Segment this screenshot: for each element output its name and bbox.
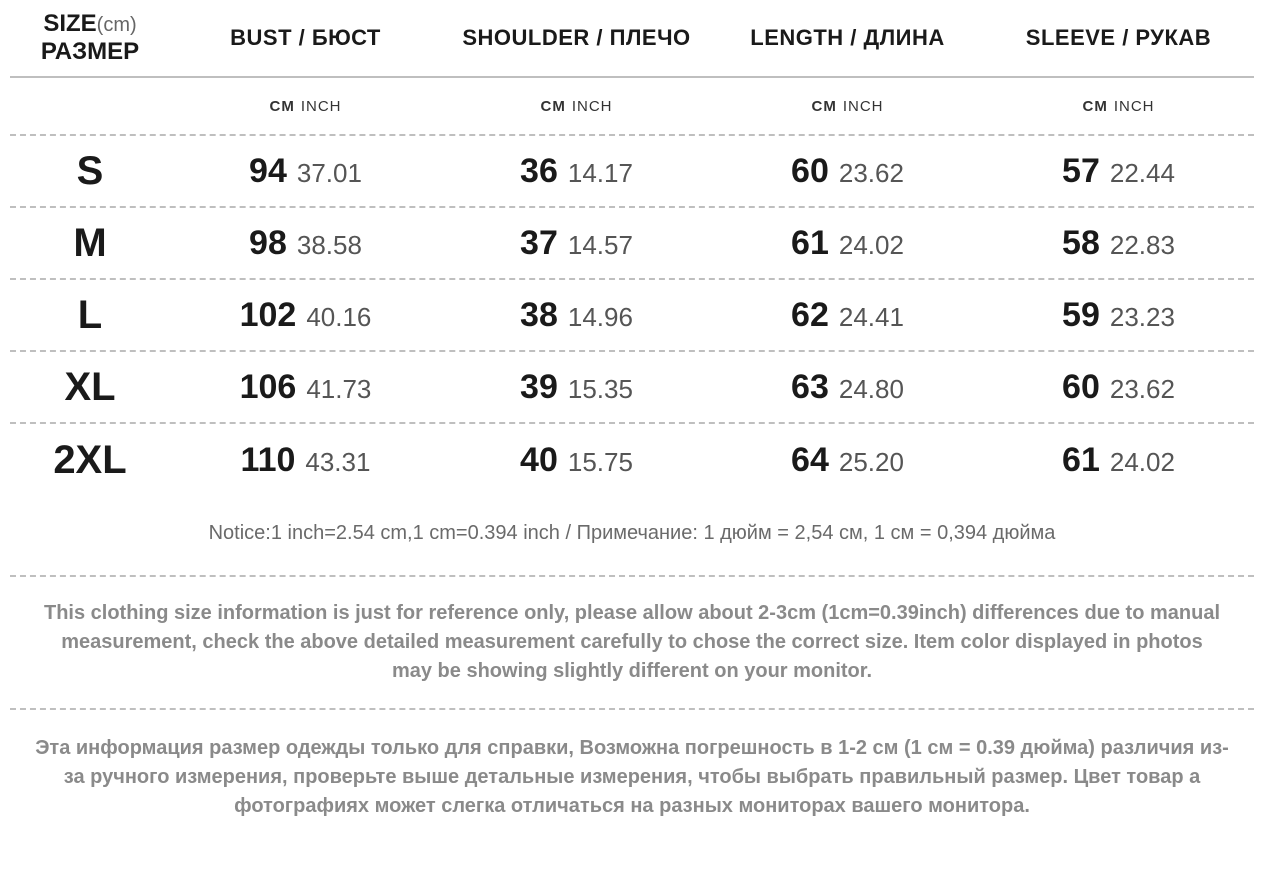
disclaimer-en: This clothing size information is just f… — [10, 577, 1254, 710]
bust-cell: 11043.31 — [170, 441, 441, 480]
table-row: M 9838.58 3714.57 6124.02 5822.83 — [10, 208, 1254, 280]
disclaimer-ru: Эта информация размер одежды только для … — [10, 710, 1254, 821]
size-unit: (cm) — [97, 14, 137, 36]
sleeve-units: CMINCH — [983, 98, 1254, 115]
sleeve-cell: 5722.44 — [983, 152, 1254, 191]
size-header-cell: SIZE(cm) РАЗМЕР — [10, 10, 170, 65]
bust-cell: 10641.73 — [170, 368, 441, 407]
table-row: XL 10641.73 3915.35 6324.80 6023.62 — [10, 352, 1254, 424]
units-row: CMINCH CMINCH CMINCH CMINCH — [10, 78, 1254, 136]
table-header-row: SIZE(cm) РАЗМЕР BUST / БЮСТ SHOULDER / П… — [10, 0, 1254, 78]
shoulder-header: SHOULDER / ПЛЕЧО — [441, 25, 712, 51]
size-cell: S — [10, 149, 170, 194]
sleeve-cell: 5923.23 — [983, 296, 1254, 335]
length-cell: 6324.80 — [712, 368, 983, 407]
size-label-ru: РАЗМЕР — [10, 38, 170, 66]
size-cell: 2XL — [10, 438, 170, 483]
shoulder-cell: 3915.35 — [441, 368, 712, 407]
shoulder-cell: 3614.17 — [441, 152, 712, 191]
size-cell: XL — [10, 365, 170, 410]
bust-cell: 10240.16 — [170, 296, 441, 335]
shoulder-units: CMINCH — [441, 98, 712, 115]
bust-cell: 9437.01 — [170, 152, 441, 191]
length-units: CMINCH — [712, 98, 983, 115]
conversion-notice: Notice:1 inch=2.54 cm,1 cm=0.394 inch / … — [10, 496, 1254, 577]
table-row: L 10240.16 3814.96 6224.41 5923.23 — [10, 280, 1254, 352]
sleeve-cell: 6023.62 — [983, 368, 1254, 407]
length-cell: 6023.62 — [712, 152, 983, 191]
bust-header: BUST / БЮСТ — [170, 25, 441, 51]
length-header: LENGTH / ДЛИНА — [712, 25, 983, 51]
length-cell: 6124.02 — [712, 224, 983, 263]
shoulder-cell: 3814.96 — [441, 296, 712, 335]
size-chart-table: SIZE(cm) РАЗМЕР BUST / БЮСТ SHOULDER / П… — [0, 0, 1264, 821]
sleeve-cell: 6124.02 — [983, 441, 1254, 480]
size-cell: L — [10, 293, 170, 338]
length-cell: 6224.41 — [712, 296, 983, 335]
shoulder-cell: 3714.57 — [441, 224, 712, 263]
length-cell: 6425.20 — [712, 441, 983, 480]
sleeve-header: SLEEVE / РУКАВ — [983, 25, 1254, 51]
bust-units: CMINCH — [170, 98, 441, 115]
table-row: 2XL 11043.31 4015.75 6425.20 6124.02 — [10, 424, 1254, 496]
table-row: S 9437.01 3614.17 6023.62 5722.44 — [10, 136, 1254, 208]
size-cell: M — [10, 221, 170, 266]
sleeve-cell: 5822.83 — [983, 224, 1254, 263]
size-label: SIZE — [43, 10, 96, 37]
bust-cell: 9838.58 — [170, 224, 441, 263]
shoulder-cell: 4015.75 — [441, 441, 712, 480]
